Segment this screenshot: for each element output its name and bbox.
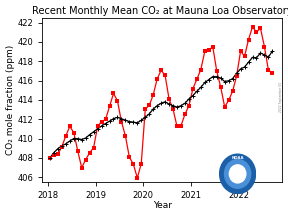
- Y-axis label: CO₂ mole fraction (ppm): CO₂ mole fraction (ppm): [5, 45, 15, 155]
- Text: NOAA: NOAA: [231, 156, 244, 160]
- Text: 2022 September 05: 2022 September 05: [279, 82, 283, 112]
- Circle shape: [220, 154, 255, 194]
- X-axis label: Year: Year: [153, 202, 172, 210]
- Title: Recent Monthly Mean CO₂ at Mauna Loa Observatory: Recent Monthly Mean CO₂ at Mauna Loa Obs…: [32, 6, 288, 16]
- Circle shape: [229, 165, 246, 183]
- Circle shape: [224, 159, 251, 188]
